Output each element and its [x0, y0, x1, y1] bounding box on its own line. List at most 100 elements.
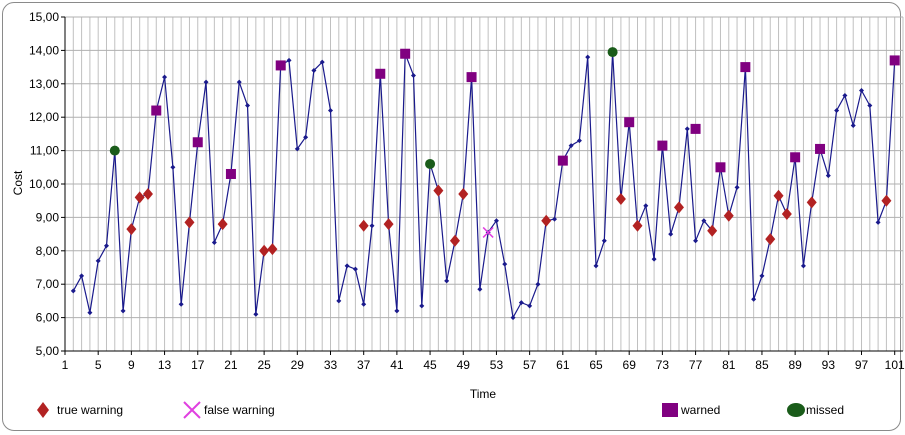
- legend: true warning false warning warned missed: [37, 401, 844, 419]
- data-point: [502, 261, 508, 267]
- warned-marker: [740, 62, 751, 73]
- data-point: [477, 286, 483, 292]
- warned-marker: [557, 155, 568, 166]
- data-point: [410, 72, 416, 78]
- data-point: [87, 310, 93, 316]
- x-tick-label: 69: [623, 358, 637, 372]
- data-point: [875, 219, 881, 225]
- x-tick-label: 85: [755, 358, 769, 372]
- data-point: [867, 103, 873, 109]
- legend-item-true-warning: true warning: [37, 402, 123, 418]
- y-tick-label: 14,00: [29, 43, 59, 57]
- warned-marker: [715, 162, 726, 173]
- false-warning-marker: [482, 226, 494, 238]
- true-warning-marker: [134, 191, 145, 204]
- data-point: [253, 311, 259, 317]
- data-point: [352, 266, 358, 272]
- legend-item-missed: missed: [787, 403, 844, 417]
- data-point: [576, 138, 582, 144]
- data-point: [336, 298, 342, 304]
- true-warning-marker: [267, 243, 278, 256]
- true-warning-marker: [142, 188, 153, 201]
- warned-marker: [275, 60, 286, 71]
- data-point: [394, 308, 400, 314]
- y-tick-label: 8,00: [36, 244, 60, 258]
- data-point: [294, 146, 300, 152]
- legend-warned-label: warned: [680, 403, 720, 417]
- x-tick-label: 65: [589, 358, 603, 372]
- data-point: [585, 54, 591, 60]
- true-warning-marker: [383, 218, 394, 231]
- data-point: [419, 303, 425, 309]
- x-tick-label: 41: [390, 358, 404, 372]
- y-tick-label: 15,00: [29, 10, 59, 24]
- x-tick-label: 13: [158, 358, 172, 372]
- data-point: [311, 67, 317, 73]
- true-warning-marker: [673, 201, 684, 214]
- data-point: [535, 281, 541, 287]
- data-point: [493, 218, 499, 224]
- true-warning-marker: [458, 188, 469, 201]
- true-warning-marker: [541, 214, 552, 227]
- missed-marker: [109, 145, 120, 156]
- legend-false-warning-label: false warning: [204, 403, 275, 417]
- true-warning-marker: [806, 196, 817, 209]
- data-point: [286, 57, 292, 63]
- warned-marker: [815, 143, 826, 154]
- x-tick-label: 61: [556, 358, 570, 372]
- missed-marker: [425, 158, 436, 169]
- data-point: [303, 134, 309, 140]
- data-point: [834, 108, 840, 114]
- data-point: [79, 273, 85, 279]
- data-point: [701, 218, 707, 224]
- warned-marker: [690, 123, 701, 134]
- x-tick-label: 17: [191, 358, 205, 372]
- data-point: [734, 184, 740, 190]
- warned-marker: [400, 48, 411, 59]
- true-warning-marker: [765, 233, 776, 246]
- data-point: [70, 288, 76, 294]
- true-warning-marker: [217, 218, 228, 231]
- x-tick-label: 21: [224, 358, 238, 372]
- data-point: [518, 300, 524, 306]
- x-tick-label: 37: [357, 358, 371, 372]
- data-point: [825, 173, 831, 179]
- y-tick-label: 13,00: [29, 77, 59, 91]
- x-tick-label: 73: [656, 358, 670, 372]
- data-point: [552, 216, 558, 222]
- warned-marker: [657, 140, 668, 151]
- true-warning-marker: [449, 234, 460, 247]
- axes: 5,00 6,00 7,00 8,00 9,00 10,00 11,00 12,00 13,00…: [29, 10, 905, 372]
- true-warning-marker: [358, 219, 369, 232]
- data-point: [328, 108, 334, 114]
- data-point: [800, 263, 806, 269]
- y-tick-label: 11,00: [30, 144, 59, 158]
- x-tick-label: 5: [95, 358, 102, 372]
- grid: [64, 16, 904, 352]
- series-line: [70, 49, 898, 321]
- x-tick-label: 33: [324, 358, 338, 372]
- data-point: [369, 223, 375, 229]
- data-point: [668, 231, 674, 237]
- markers: [109, 47, 900, 257]
- x-tick-label: 93: [822, 358, 836, 372]
- data-point: [693, 238, 699, 244]
- y-axis-title: Cost: [11, 170, 25, 195]
- true-warning-marker: [723, 209, 734, 222]
- data-point: [527, 303, 533, 309]
- warned-marker: [375, 68, 386, 79]
- y-tick-label: 6,00: [36, 311, 60, 325]
- data-point: [751, 296, 757, 302]
- x-tick-label: 25: [257, 358, 271, 372]
- x-tick-label: 9: [128, 358, 135, 372]
- true-warning-marker: [126, 223, 137, 236]
- data-point: [568, 143, 574, 149]
- data-point: [170, 164, 176, 170]
- x-tick-label: 57: [523, 358, 537, 372]
- y-tick-label: 12,00: [29, 110, 59, 124]
- true-warning-marker: [433, 184, 444, 197]
- data-point: [162, 74, 168, 80]
- true-warning-marker: [184, 216, 195, 229]
- data-point: [651, 256, 657, 262]
